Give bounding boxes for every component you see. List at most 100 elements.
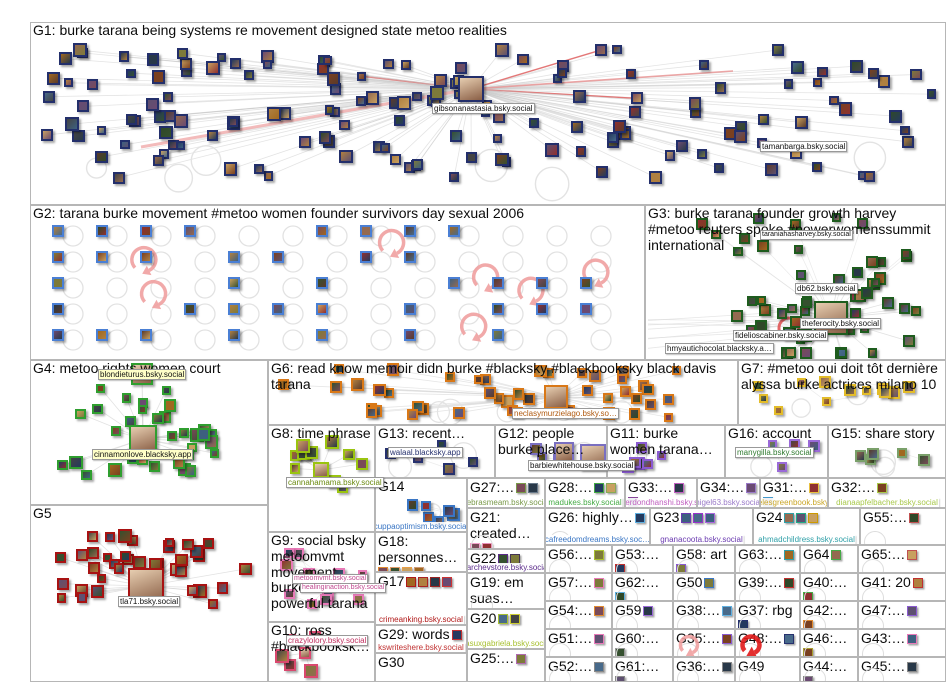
graph-node[interactable] <box>406 499 419 511</box>
graph-node[interactable] <box>510 613 521 624</box>
graph-node[interactable] <box>272 303 284 315</box>
graph-node[interactable] <box>580 277 592 289</box>
graph-node[interactable] <box>316 303 328 315</box>
graph-node[interactable] <box>613 120 627 133</box>
graph-node[interactable] <box>339 119 351 131</box>
graph-node[interactable] <box>176 47 188 59</box>
graph-node[interactable] <box>316 277 328 289</box>
graph-node[interactable] <box>674 482 685 493</box>
graph-node[interactable] <box>663 412 673 422</box>
graph-node[interactable] <box>784 79 794 89</box>
graph-node[interactable] <box>628 408 640 420</box>
graph-node[interactable] <box>75 548 88 561</box>
graph-node[interactable] <box>228 251 240 263</box>
graph-node[interactable] <box>145 97 159 111</box>
graph-node[interactable] <box>167 431 177 441</box>
graph-node[interactable] <box>266 107 281 121</box>
graph-node[interactable] <box>402 566 412 571</box>
graph-node[interactable] <box>68 455 83 470</box>
graph-node[interactable] <box>390 566 400 571</box>
graph-node[interactable] <box>137 404 147 414</box>
graph-node[interactable] <box>517 53 529 66</box>
graph-node[interactable] <box>163 399 177 412</box>
graph-node[interactable] <box>175 553 188 566</box>
graph-node[interactable] <box>253 164 264 175</box>
graph-node[interactable] <box>118 529 132 543</box>
graph-node[interactable] <box>495 43 509 57</box>
graph-node[interactable] <box>63 78 74 88</box>
graph-node[interactable] <box>831 549 842 560</box>
graph-node[interactable] <box>495 152 509 167</box>
graph-node[interactable] <box>910 305 921 316</box>
graph-node[interactable] <box>357 71 367 81</box>
graph-node[interactable] <box>753 212 765 224</box>
graph-node[interactable] <box>536 277 548 289</box>
graph-node[interactable] <box>878 75 891 88</box>
graph-node[interactable] <box>722 661 733 672</box>
graph-node[interactable] <box>829 95 839 106</box>
graph-node[interactable] <box>174 114 188 128</box>
graph-node[interactable] <box>407 409 419 421</box>
graph-node[interactable] <box>313 462 329 478</box>
graph-node[interactable] <box>649 171 662 184</box>
graph-node[interactable] <box>572 90 587 104</box>
graph-node[interactable] <box>146 52 160 66</box>
graph-node[interactable] <box>378 566 388 571</box>
graph-node[interactable] <box>556 67 567 78</box>
graph-node[interactable] <box>112 171 125 184</box>
graph-node[interactable] <box>713 162 725 174</box>
graph-node[interactable] <box>87 531 99 543</box>
graph-node[interactable] <box>161 385 171 395</box>
graph-node[interactable] <box>263 170 274 181</box>
graph-node[interactable] <box>746 482 757 493</box>
graph-node[interactable] <box>864 171 876 183</box>
graph-node[interactable] <box>228 329 240 341</box>
graph-node[interactable] <box>148 461 160 473</box>
graph-node[interactable] <box>140 329 152 341</box>
graph-node[interactable] <box>421 501 432 512</box>
graph-node[interactable] <box>594 605 605 616</box>
graph-node[interactable] <box>111 426 121 437</box>
graph-node[interactable] <box>575 146 587 157</box>
graph-node[interactable] <box>126 113 138 125</box>
graph-node[interactable] <box>365 90 380 105</box>
graph-node[interactable] <box>203 537 215 549</box>
graph-node[interactable] <box>207 598 219 610</box>
graph-node[interactable] <box>360 251 372 263</box>
graph-node[interactable] <box>644 398 656 410</box>
graph-node[interactable] <box>607 132 619 144</box>
graph-node[interactable] <box>366 407 378 419</box>
graph-node[interactable] <box>785 347 797 359</box>
graph-node[interactable] <box>184 303 196 315</box>
graph-node[interactable] <box>400 60 412 71</box>
graph-node[interactable] <box>404 251 416 263</box>
graph-node[interactable] <box>397 96 412 111</box>
graph-node[interactable] <box>722 633 733 644</box>
graph-node[interactable] <box>799 347 812 359</box>
graph-node[interactable] <box>821 396 832 407</box>
graph-node[interactable] <box>544 143 559 157</box>
graph-node[interactable] <box>746 296 757 307</box>
graph-node[interactable] <box>697 149 707 159</box>
graph-node[interactable] <box>152 70 166 84</box>
graph-node[interactable] <box>468 457 478 467</box>
graph-node[interactable] <box>72 129 85 143</box>
graph-node[interactable] <box>75 408 86 420</box>
graph-node[interactable] <box>907 549 918 560</box>
graph-node[interactable] <box>771 43 785 57</box>
graph-node[interactable] <box>96 225 108 237</box>
graph-node[interactable] <box>594 661 605 672</box>
graph-node[interactable] <box>776 308 788 319</box>
graph-node[interactable] <box>324 105 335 115</box>
graph-node[interactable] <box>492 277 504 289</box>
graph-node[interactable] <box>152 155 165 167</box>
graph-node[interactable] <box>65 117 80 131</box>
graph-node[interactable] <box>118 51 130 62</box>
graph-node[interactable] <box>182 539 194 551</box>
graph-node[interactable] <box>59 52 73 66</box>
graph-node[interactable] <box>730 310 743 323</box>
graph-node[interactable] <box>196 428 210 442</box>
graph-node[interactable] <box>900 125 910 136</box>
graph-node[interactable] <box>861 286 874 299</box>
graph-node[interactable] <box>663 393 675 405</box>
